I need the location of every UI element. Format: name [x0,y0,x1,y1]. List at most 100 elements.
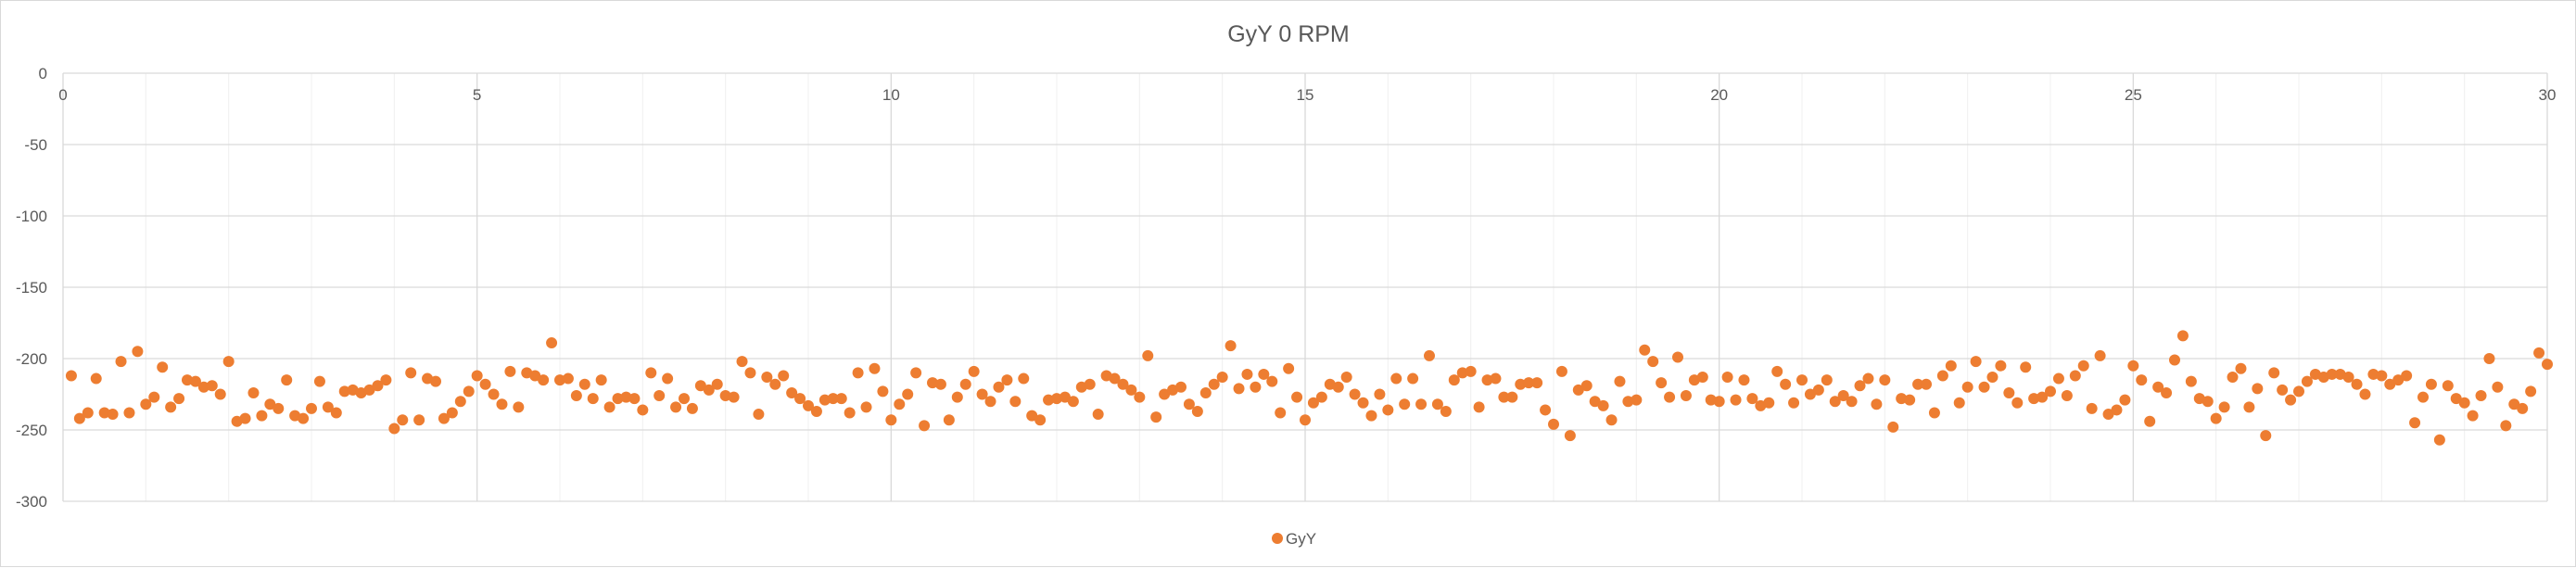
data-point [794,393,806,405]
data-point [595,374,607,386]
data-point [1109,372,1121,385]
data-point [2517,402,2529,414]
data-point [2417,391,2429,403]
data-point [993,381,1005,393]
data-point [943,414,955,426]
data-point [1639,344,1651,356]
data-point [313,375,325,387]
data-point [2442,380,2454,392]
data-point [2020,361,2032,373]
data-point [2475,390,2487,402]
data-point [2542,359,2553,371]
data-point [1771,365,1783,377]
data-point [2401,370,2413,382]
data-point [1614,375,1626,387]
data-point [281,374,293,386]
data-point [1506,391,1518,403]
data-point [471,370,483,382]
data-point [1548,418,1559,430]
data-point [2500,420,2512,432]
x-tick-label: 10 [882,86,900,104]
data-point [140,398,152,410]
data-point [1664,391,1676,403]
data-point [570,390,582,402]
data-point [1001,374,1013,386]
data-point [380,374,392,386]
data-point [256,410,268,422]
data-point [578,378,590,390]
data-point [1705,394,1717,406]
data-point [1431,398,1443,410]
legend: GyY [1272,530,1316,548]
data-point [115,356,127,368]
data-point [1067,396,1079,408]
data-point [446,407,458,419]
data-point [1978,381,1990,393]
data-point [1481,374,1493,386]
data-point [1589,396,1601,408]
data-point [1084,378,1096,390]
data-point [1631,394,1643,406]
data-point [1374,388,1386,400]
data-point [2161,386,2173,398]
data-point [1283,362,1295,374]
data-point [2533,347,2545,359]
x-tick-label: 30 [2539,86,2557,104]
data-point [869,362,881,374]
data-point [1647,356,1659,368]
data-point [1788,397,1800,409]
data-point [703,384,715,396]
data-point [2433,434,2445,446]
data-point [844,407,856,419]
data-point [157,361,169,373]
data-point [165,401,177,413]
data-point [2136,374,2148,386]
data-point [2152,381,2164,393]
data-point [2467,410,2479,422]
data-point [2235,362,2247,374]
data-point [1332,381,1344,393]
data-point [2277,384,2289,396]
data-point [803,399,814,411]
data-point [90,372,102,385]
data-point [1763,397,1775,409]
data-point [2045,385,2056,398]
data-point [1515,378,1527,390]
data-point [1365,410,1377,422]
data-point [1970,356,1982,368]
data-point [1034,414,1047,426]
data-point [397,414,409,426]
data-point [1656,377,1668,389]
data-point [2119,394,2131,406]
data-point [927,377,938,389]
data-point [1953,397,1965,409]
data-point [827,393,839,405]
data-point [818,394,831,406]
data-point [1572,384,1584,396]
data-point [670,401,682,413]
x-tick-label: 0 [58,86,67,104]
data-point [338,385,350,398]
legend-label-gyy: GyY [1286,530,1316,548]
data-point [1275,407,1287,419]
data-point [951,391,963,403]
data-point [786,386,798,398]
data-point [454,396,466,408]
data-point [1357,397,1369,409]
data-point [247,386,260,398]
data-point [1672,351,1683,363]
data-point [1804,388,1816,400]
data-point [1721,372,1733,384]
data-point [1523,377,1535,389]
data-point [2028,393,2040,405]
data-point [1605,414,1618,426]
data-point [82,407,94,419]
data-point [1456,367,1468,379]
data-point [330,407,342,419]
x-tick-label: 25 [2125,86,2142,104]
data-point [2086,402,2098,414]
data-point [1829,396,1841,408]
data-point [1746,393,1758,405]
data-point [2037,391,2049,403]
data-point [1812,384,1824,396]
